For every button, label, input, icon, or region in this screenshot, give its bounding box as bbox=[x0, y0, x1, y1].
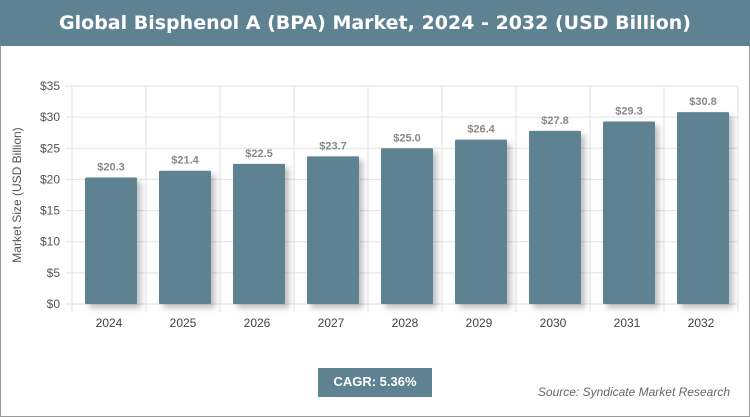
x-tick-label: 2030 bbox=[540, 316, 567, 330]
x-tick-label: 2031 bbox=[614, 316, 641, 330]
bar-2025 bbox=[159, 170, 211, 304]
y-axis-label: Market Size (USD Billion) bbox=[10, 127, 24, 262]
x-tick-label: 2028 bbox=[392, 316, 419, 330]
cagr-badge: CAGR: 5.36% bbox=[318, 368, 432, 397]
x-tick-label: 2029 bbox=[466, 316, 493, 330]
y-tick-label: $5 bbox=[47, 266, 61, 280]
bar-2032 bbox=[677, 112, 729, 304]
bar-2029 bbox=[455, 139, 507, 304]
bar-2027 bbox=[307, 156, 359, 304]
bar-2031 bbox=[603, 121, 655, 304]
data-label: $23.7 bbox=[319, 140, 347, 152]
bar-2026 bbox=[233, 163, 285, 304]
y-tick-label: $15 bbox=[40, 204, 60, 218]
x-tick-label: 2025 bbox=[170, 316, 197, 330]
x-tick-label: 2027 bbox=[318, 316, 345, 330]
y-tick-label: $35 bbox=[40, 79, 60, 93]
x-tick-label: 2026 bbox=[244, 316, 271, 330]
data-label: $21.4 bbox=[171, 155, 199, 167]
data-label: $30.8 bbox=[689, 96, 717, 108]
data-label: $25.0 bbox=[393, 132, 421, 144]
chart-title: Global Bisphenol A (BPA) Market, 2024 - … bbox=[0, 0, 750, 46]
source-note: Source: Syndicate Market Research bbox=[537, 385, 730, 399]
bar-2030 bbox=[529, 130, 581, 304]
data-label: $22.5 bbox=[245, 148, 273, 160]
y-tick-label: $25 bbox=[40, 141, 60, 155]
y-tick-label: $30 bbox=[40, 110, 60, 124]
y-tick-label: $20 bbox=[40, 172, 60, 186]
bar-2024 bbox=[85, 177, 137, 304]
x-tick-label: 2024 bbox=[96, 316, 123, 330]
x-tick-label: 2032 bbox=[688, 316, 715, 330]
y-tick-label: $10 bbox=[40, 235, 60, 249]
data-label: $20.3 bbox=[97, 162, 125, 174]
y-tick-label: $0 bbox=[47, 297, 61, 311]
data-label: $27.8 bbox=[541, 115, 569, 127]
data-label: $29.3 bbox=[615, 106, 643, 118]
data-label: $26.4 bbox=[467, 124, 495, 136]
bar-2028 bbox=[381, 148, 433, 304]
